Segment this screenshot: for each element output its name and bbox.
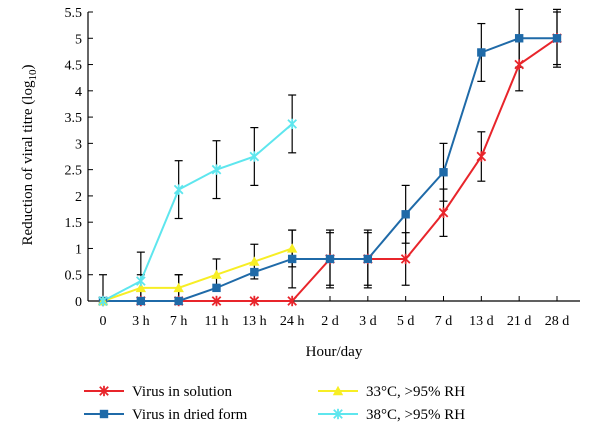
y-tick-label: 2.5: [65, 164, 83, 179]
legend-marker: [99, 385, 109, 397]
data-point: [211, 164, 222, 175]
x-tick-label: 0: [100, 314, 107, 329]
y-tick-label: 4.5: [65, 59, 83, 74]
data-point: [250, 267, 259, 277]
y-tick-label: 5: [75, 32, 82, 47]
data-point: [400, 253, 411, 265]
data-point: [552, 34, 562, 43]
data-point: [476, 151, 487, 162]
data-point: [325, 254, 335, 264]
y-tick-label: 5.5: [65, 6, 83, 21]
x-tick-label: 24 h: [280, 314, 305, 329]
data-point: [211, 295, 222, 307]
legend-marker: [99, 409, 109, 419]
data-point: [401, 210, 410, 219]
legend-item: 38°C, >95% RH: [318, 407, 465, 423]
data-point: [363, 254, 373, 264]
legend-item: 33°C, >95% RH: [318, 384, 465, 400]
data-point: [249, 295, 260, 307]
legend-label: Virus in dried form: [132, 407, 248, 423]
legend-item: Virus in dried form: [84, 407, 248, 423]
data-point: [287, 118, 298, 130]
data-point: [287, 295, 298, 307]
legend-marker: [333, 408, 343, 420]
x-tick-label: 11 h: [205, 314, 229, 329]
y-tick-label: 3: [75, 137, 82, 152]
data-point: [98, 295, 108, 307]
y-tick-label: 4: [75, 85, 82, 100]
data-point: [514, 59, 525, 70]
y-tick-label: 0.5: [65, 269, 83, 284]
x-axis-title: Hour/day: [306, 344, 363, 360]
data-point: [514, 34, 524, 43]
data-point: [135, 282, 147, 293]
y-tick-labels: 0 0.5 1 1.5 2 2.5 3 3.5 4 4.5 5 5.5: [65, 6, 83, 310]
data-point: [174, 296, 183, 306]
data-point: [211, 269, 222, 279]
x-tick-labels: 0 3 h 7 h 11 h 13 h 24 h 2 d 3 d 5 d 7 d 13 d 21 d 2…: [100, 314, 570, 329]
x-tick-label: 2 d: [321, 314, 339, 329]
data-point: [439, 168, 448, 177]
legend-label: 33°C, >95% RH: [366, 384, 465, 400]
x-tick-label: 13 d: [469, 314, 494, 329]
legend-marker: [332, 385, 344, 396]
data-point: [212, 283, 221, 293]
data-point: [135, 275, 146, 287]
y-tick-label: 2: [75, 190, 82, 205]
y-tick-label: 0: [75, 295, 82, 310]
legend-label: Virus in solution: [132, 384, 232, 400]
x-tick-label: 13 h: [242, 314, 267, 329]
series-line-2: [102, 247, 293, 302]
legend-label: 38°C, >95% RH: [366, 407, 465, 423]
x-tick-label: 7 h: [170, 314, 188, 329]
x-tick-label: 5 d: [397, 314, 415, 329]
series-line-3: [102, 123, 293, 302]
y-tick-label: 1: [75, 242, 82, 257]
data-point: [249, 256, 260, 266]
legend: Virus in solution Virus in dried form 33°C…: [84, 384, 465, 423]
data-point: [438, 207, 449, 218]
x-tick-label: 3 h: [132, 314, 150, 329]
data-point: [286, 243, 298, 253]
series-markers: [97, 33, 562, 307]
data-point: [287, 254, 297, 264]
y-axis-title: Reduction of viral titre (log10): [20, 65, 39, 246]
x-tick-label: 7 d: [435, 314, 453, 329]
data-point: [477, 48, 486, 57]
data-point: [173, 282, 184, 293]
legend-item: Virus in solution: [84, 384, 232, 400]
x-tick-label: 21 d: [507, 314, 532, 329]
y-tick-label: 3.5: [65, 111, 83, 126]
data-point: [136, 296, 146, 306]
x-tick-label: 28 d: [545, 314, 570, 329]
data-point: [173, 184, 184, 195]
y-tick-label: 1.5: [65, 216, 83, 231]
data-point: [249, 151, 260, 162]
x-tick-label: 3 d: [359, 314, 377, 329]
